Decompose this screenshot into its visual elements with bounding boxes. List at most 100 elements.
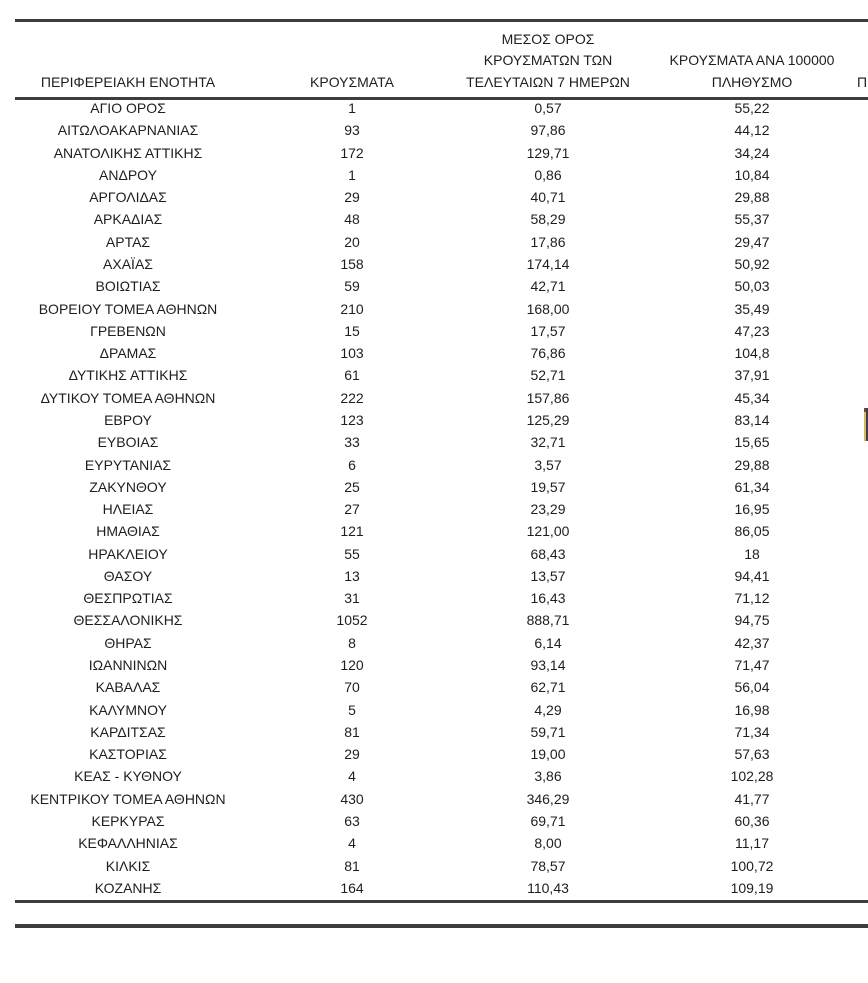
table-row: ΚΟΖΑΝΗΣ 164 110,43 109,19 xyxy=(0,877,868,899)
region-cell: ΗΡΑΚΛΕΙΟΥ xyxy=(88,545,168,562)
region-cell: ΔΥΤΙΚΗΣ ΑΤΤΙΚΗΣ xyxy=(68,367,188,384)
spacer-cell xyxy=(856,454,868,476)
avg-7day-cell: 174,14 xyxy=(526,255,570,272)
region-cell: ΕΥΡΥΤΑΝΙΑΣ xyxy=(84,456,172,473)
spacer-cell xyxy=(856,498,868,520)
cases-cell: 222 xyxy=(340,389,364,406)
column-header-per-100000: ΚΡΟΥΣΜΑΤΑ ΑΝΑ 100000 ΠΛΗΘΥΣΜΟ xyxy=(648,21,856,97)
table-bottom-rule xyxy=(15,900,868,903)
table-row: ΕΥΒΟΙΑΣ 33 32,71 15,65 xyxy=(0,431,868,453)
avg-7day-cell: 13,57 xyxy=(530,567,566,584)
cases-cell: 6 xyxy=(348,456,356,473)
per-100000-cell: 41,77 xyxy=(734,790,770,807)
cases-cell: 4 xyxy=(348,768,356,785)
region-cell: ΚΑΣΤΟΡΙΑΣ xyxy=(89,746,167,763)
table-row: ΚΑΣΤΟΡΙΑΣ 29 19,00 57,63 xyxy=(0,743,868,765)
cases-cell: 63 xyxy=(344,813,360,829)
per-100000-cell: 50,92 xyxy=(734,255,770,272)
page-bottom-rule xyxy=(15,924,868,928)
table-row: ΙΩΑΝΝΙΝΩΝ 120 93,14 71,47 xyxy=(0,654,868,676)
per-100000-cell: 29,88 xyxy=(734,189,770,206)
cases-cell: 172 xyxy=(340,144,364,161)
per-100000-cell: 15,65 xyxy=(734,434,770,451)
per-100000-cell: 34,24 xyxy=(734,144,770,161)
region-cell: ΚΙΛΚΙΣ xyxy=(105,857,151,874)
spacer-cell xyxy=(856,654,868,676)
cases-cell: 70 xyxy=(344,679,360,696)
header-line: ΤΕΛΕΥΤΑΙΩΝ 7 ΗΜΕΡΩΝ xyxy=(466,73,630,90)
header-line: ΜΕΣΟΣ ΟΡΟΣ xyxy=(501,30,595,47)
avg-7day-cell: 93,14 xyxy=(530,657,566,674)
cases-cell: 13 xyxy=(344,567,360,584)
per-100000-cell: 50,03 xyxy=(734,278,770,295)
table-row: ΗΡΑΚΛΕΙΟΥ 55 68,43 18 xyxy=(0,543,868,565)
region-cell: ΔΡΑΜΑΣ xyxy=(99,345,157,362)
cases-cell: 121 xyxy=(340,523,364,540)
avg-7day-cell: 59,71 xyxy=(530,723,566,740)
per-100000-cell: 42,37 xyxy=(734,634,770,651)
table-row: ΚΕΝΤΡΙΚΟΥ ΤΟΜΕΑ ΑΘΗΝΩΝ 430 346,29 41,77 xyxy=(0,788,868,810)
table-row: ΗΛΕΙΑΣ 27 23,29 16,95 xyxy=(0,498,868,520)
spacer-cell xyxy=(856,855,868,877)
per-100000-cell: 71,12 xyxy=(734,590,770,607)
avg-7day-cell: 78,57 xyxy=(530,857,566,874)
per-100000-cell: 94,75 xyxy=(734,612,770,629)
table-row: ΑΡΚΑΔΙΑΣ 48 58,29 55,37 xyxy=(0,208,868,230)
spacer-cell xyxy=(856,320,868,342)
region-cell: ΑΙΤΩΛΟΑΚΑΡΝΑΝΙΑΣ xyxy=(57,122,199,139)
table-row: ΒΟΡΕΙΟΥ ΤΟΜΕΑ ΑΘΗΝΩΝ 210 168,00 35,49 xyxy=(0,298,868,320)
region-cell: ΗΜΑΘΙΑΣ xyxy=(96,523,160,540)
table-row: ΚΕΡΚΥΡΑΣ 63 69,71 60,36 xyxy=(0,810,868,832)
cases-cell: 158 xyxy=(340,255,364,272)
cases-cell: 8 xyxy=(348,634,356,651)
spacer-cell xyxy=(856,832,868,854)
per-100000-cell: 94,41 xyxy=(734,567,770,584)
spacer-cell xyxy=(856,275,868,297)
avg-7day-cell: 19,00 xyxy=(530,746,566,763)
table-row: ΑΓΙΟ ΟΡΟΣ 1 0,57 55,22 xyxy=(0,97,868,119)
avg-7day-cell: 3,57 xyxy=(534,456,562,473)
avg-7day-cell: 157,86 xyxy=(526,389,570,406)
table-row: ΔΡΑΜΑΣ 103 76,86 104,8 xyxy=(0,342,868,364)
region-cell: ΘΕΣΣΑΛΟΝΙΚΗΣ xyxy=(73,612,183,629)
avg-7day-cell: 0,86 xyxy=(534,166,562,183)
avg-7day-cell: 52,71 xyxy=(530,367,566,384)
avg-7day-cell: 110,43 xyxy=(527,879,569,896)
table-header: ΠΕΡΙΦΕΡΕΙΑΚΗ ΕΝΟΤΗΤΑ ΚΡΟΥΣΜΑΤΑ ΜΕΣΟΣ ΟΡΟ… xyxy=(0,21,868,97)
region-cell: ΕΥΒΟΙΑΣ xyxy=(97,434,159,451)
header-line: ΚΡΟΥΣΜΑΤΑ xyxy=(310,73,394,90)
cases-cell: 29 xyxy=(344,746,360,763)
avg-7day-cell: 68,43 xyxy=(530,545,566,562)
spacer-cell xyxy=(856,253,868,275)
table-row: ΑΡΓΟΛΙΔΑΣ 29 40,71 29,88 xyxy=(0,186,868,208)
avg-7day-cell: 125,29 xyxy=(526,411,570,428)
table-row: ΘΕΣΣΑΛΟΝΙΚΗΣ 1052 888,71 94,75 xyxy=(0,609,868,631)
table-row: ΑΙΤΩΛΟΑΚΑΡΝΑΝΙΑΣ 93 97,86 44,12 xyxy=(0,119,868,141)
table-row: ΑΧΑΪΑΣ 158 174,14 50,92 xyxy=(0,253,868,275)
spacer-cell xyxy=(856,587,868,609)
cases-cell: 55 xyxy=(344,545,360,562)
region-cell: ΒΟΙΩΤΙΑΣ xyxy=(95,278,161,295)
cases-cell: 430 xyxy=(340,790,364,807)
avg-7day-cell: 19,57 xyxy=(530,478,566,495)
per-100000-cell: 60,36 xyxy=(734,813,770,829)
region-cell: ΑΡΤΑΣ xyxy=(105,233,151,250)
per-100000-cell: 55,22 xyxy=(734,100,770,116)
spacer-cell xyxy=(856,97,868,119)
per-100000-cell: 18 xyxy=(744,545,760,562)
spacer-cell xyxy=(856,520,868,542)
region-cell: ΑΝΑΤΟΛΙΚΗΣ ΑΤΤΙΚΗΣ xyxy=(53,144,203,161)
header-line: ΠΕΡΙΦΕΡΕΙΑΚΗ ΕΝΟΤΗΤΑ xyxy=(40,73,216,90)
cases-cell: 31 xyxy=(344,590,360,607)
region-cell: ΑΓΙΟ ΟΡΟΣ xyxy=(90,100,166,116)
column-header-truncated: Π xyxy=(856,21,868,97)
region-cell: ΚΕΝΤΡΙΚΟΥ ΤΟΜΕΑ ΑΘΗΝΩΝ xyxy=(30,790,226,807)
spacer-cell xyxy=(856,342,868,364)
cases-cell: 123 xyxy=(340,411,364,428)
avg-7day-cell: 32,71 xyxy=(530,434,566,451)
cases-cell: 15 xyxy=(344,322,360,339)
avg-7day-cell: 40,71 xyxy=(530,189,566,206)
cases-cell: 81 xyxy=(344,857,360,874)
table-row: ΕΥΡΥΤΑΝΙΑΣ 6 3,57 29,88 xyxy=(0,454,868,476)
